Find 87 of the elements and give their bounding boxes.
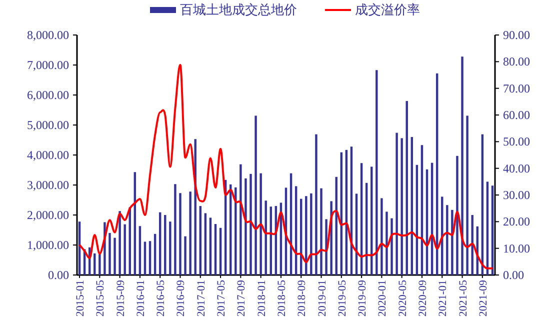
bar	[204, 213, 207, 275]
bar	[148, 241, 152, 275]
bar	[174, 184, 176, 275]
bar	[310, 193, 312, 275]
bar	[138, 226, 142, 275]
bar	[124, 224, 126, 275]
bar	[154, 234, 156, 275]
bar	[451, 210, 454, 275]
bar	[184, 236, 186, 275]
x-tick-label: 2015-01	[74, 280, 87, 317]
x-tick-label: 2016-01	[134, 280, 147, 317]
bar	[240, 164, 242, 275]
x-tick-label: 2020-01	[376, 280, 389, 317]
bar	[471, 215, 474, 275]
bar	[400, 138, 403, 275]
bar	[380, 198, 383, 275]
y2-tick-label: 0.00	[503, 268, 524, 282]
bar	[456, 156, 458, 275]
bar	[114, 238, 116, 275]
bar	[264, 200, 267, 275]
y2-tick-label: 40.00	[503, 161, 530, 176]
x-tick-label: 2021-05	[457, 280, 470, 317]
x-tick-label: 2016-05	[155, 280, 168, 317]
y-tick-label: 2,000.00	[27, 208, 69, 222]
bar	[144, 242, 146, 275]
bar	[254, 116, 257, 275]
legend-label: 百城土地成交总地价	[180, 2, 297, 17]
bar	[396, 132, 398, 275]
bar	[466, 116, 468, 275]
y2-tick-label: 20.00	[503, 214, 530, 229]
bar	[320, 188, 322, 275]
x-tick-label: 2021-01	[437, 280, 450, 317]
y2-tick-label: 60.00	[503, 108, 530, 122]
bar	[461, 56, 464, 275]
x-tick-label: 2015-09	[114, 280, 127, 317]
x-tick-label: 2016-09	[175, 280, 188, 317]
y2-tick-label: 10.00	[503, 241, 530, 256]
bar	[189, 192, 192, 275]
y-tick-label: 0.00	[48, 268, 69, 282]
x-tick-label: 2018-09	[296, 280, 308, 317]
bar	[386, 212, 388, 275]
y-tick-label: 3,000.00	[27, 178, 69, 192]
x-tick-label: 2020-05	[396, 280, 409, 317]
bar	[390, 218, 393, 275]
bar	[94, 253, 96, 275]
y-tick-label: 8,000.00	[27, 28, 69, 42]
bar	[209, 218, 212, 275]
x-tick-label: 2018-01	[256, 280, 268, 317]
bar	[305, 196, 308, 275]
bar	[250, 174, 252, 275]
bar	[169, 222, 172, 275]
y-tick-label: 1,000.00	[27, 238, 69, 252]
bar	[219, 228, 222, 275]
y-tick-label: 5,000.00	[27, 118, 69, 132]
x-tick-label: 2019-01	[316, 280, 328, 317]
y-tick-label: 4,000.00	[27, 148, 69, 162]
x-tick-label: 2021-09	[477, 280, 490, 317]
y2-tick-label: 50.00	[503, 134, 530, 149]
bar	[158, 212, 162, 275]
bar	[214, 224, 217, 275]
x-tick-label: 2017-05	[216, 280, 228, 317]
y-tick-label: 6,000.00	[27, 88, 69, 102]
x-tick-label: 2017-01	[195, 280, 208, 317]
bar	[98, 254, 101, 275]
x-tick-label: 2020-09	[416, 280, 429, 317]
x-tick-label: 2019-05	[336, 280, 348, 317]
y2-tick-label: 80.00	[503, 54, 530, 69]
legend-label: 成交溢价率	[355, 2, 420, 17]
bar	[315, 134, 318, 275]
bar	[325, 219, 328, 275]
y-tick-label: 7,000.00	[27, 58, 69, 72]
x-tick-label: 2017-09	[236, 280, 248, 317]
bar	[244, 178, 247, 275]
y2-tick-label: 70.00	[503, 81, 530, 96]
bar	[179, 193, 182, 275]
x-tick-label: 2019-09	[356, 280, 369, 317]
bar	[118, 211, 121, 275]
bar	[108, 233, 111, 275]
x-tick-label: 2018-05	[276, 280, 288, 317]
bar	[376, 70, 378, 275]
y2-tick-label: 30.00	[503, 188, 530, 202]
x-tick-label: 2015-05	[94, 280, 107, 317]
y2-tick-label: 90.00	[503, 28, 530, 42]
bar	[164, 215, 166, 275]
bar	[446, 205, 448, 275]
bar	[199, 206, 202, 275]
bar	[260, 173, 262, 275]
